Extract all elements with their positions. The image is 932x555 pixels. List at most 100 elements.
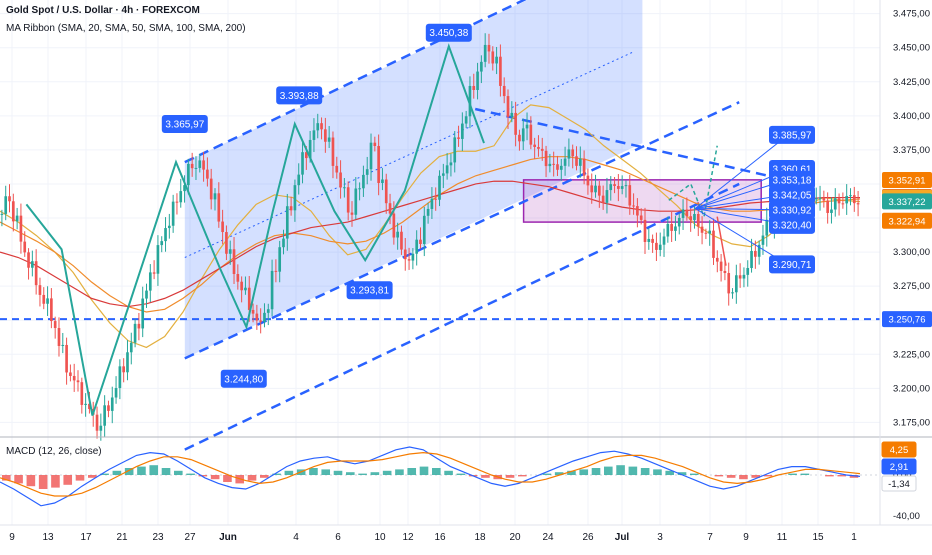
candle-body: [362, 174, 365, 189]
price-callout-box: [276, 86, 323, 105]
candle-body: [620, 186, 624, 189]
price-tick-label: 3.475,00: [893, 9, 930, 20]
price-tick-label: 3.450,00: [893, 43, 930, 54]
candle-body: [632, 205, 635, 207]
bullish-projection: [668, 145, 718, 220]
candle-body: [514, 112, 517, 135]
macd-histogram-bar: [395, 469, 404, 475]
macd-signal-line: [0, 451, 861, 497]
candle-body: [31, 261, 34, 268]
candle-body: [742, 274, 746, 279]
price-callout-label: 3.293,81: [350, 286, 389, 297]
x-tick-label: 6: [335, 532, 341, 543]
candle-body: [681, 209, 685, 218]
macd-histogram-bar: [51, 475, 60, 488]
x-tick-label: 26: [582, 532, 594, 543]
candle-body: [145, 290, 148, 299]
candle-body: [677, 217, 681, 227]
candle-body: [244, 287, 247, 291]
macd-histogram-bar: [260, 475, 269, 478]
ma-ribbon-legend[interactable]: MA Ribbon (SMA, 20, SMA, 50, SMA, 100, S…: [6, 23, 246, 34]
macd-histogram-bar: [272, 473, 281, 475]
macd-badge: [881, 441, 917, 458]
macd-histogram-bar: [542, 473, 552, 475]
price-callout-box: [769, 255, 815, 274]
candle-body: [814, 198, 818, 200]
candle-body: [381, 179, 384, 184]
macd-histogram-bar: [75, 475, 85, 481]
candle-body: [354, 188, 358, 215]
candle-body: [518, 134, 521, 142]
price-tick-label: 3.375,00: [893, 145, 930, 156]
candle-body: [228, 249, 232, 254]
candle-body: [506, 96, 510, 117]
candle-body: [350, 212, 354, 215]
x-tick-label: 11: [777, 532, 788, 543]
macd-histogram-bar: [198, 475, 208, 477]
price-badge-label: 3.352,91: [889, 175, 926, 186]
candle-body: [42, 294, 46, 304]
moving-average-line: [0, 104, 861, 349]
candle-body: [845, 195, 849, 204]
price-tick-label: 3.225,00: [893, 349, 930, 360]
macd-histogram-bar: [137, 466, 146, 475]
macd-histogram-bar: [419, 466, 429, 475]
candle-body: [476, 71, 479, 90]
price-callout-label: 3.244,80: [224, 374, 263, 385]
price-tick-label: 3.200,00: [893, 383, 930, 394]
candle-body: [590, 185, 594, 193]
price-callout-label: 3.290,71: [773, 260, 812, 271]
candle-body: [304, 152, 308, 159]
x-tick-label: 20: [509, 532, 521, 543]
candle-body: [168, 225, 171, 229]
symbol-title[interactable]: Gold Spot / U.S. Dollar · 4h · FOREXCOM: [6, 5, 200, 16]
candle-body: [491, 51, 495, 64]
candle-body: [69, 372, 72, 376]
candle-body: [411, 253, 415, 261]
x-tick-label: 27: [184, 532, 196, 543]
candle-body: [107, 405, 110, 411]
x-tick-label: 12: [402, 532, 414, 543]
macd-histogram-bar: [38, 475, 48, 489]
candle-body: [377, 145, 380, 184]
candle-body: [171, 201, 175, 226]
candle-body: [95, 414, 99, 431]
macd-histogram-bar: [640, 468, 650, 475]
candle-body: [259, 320, 262, 322]
macd-histogram-bar: [726, 475, 736, 478]
candle-body: [544, 150, 548, 167]
macd-histogram-bar: [456, 473, 466, 475]
price-callout-label: 3.320,40: [773, 220, 812, 231]
candle-body: [388, 203, 392, 214]
candle-body: [613, 184, 616, 186]
macd-histogram-bar: [714, 475, 724, 477]
candle-body: [601, 195, 605, 203]
candle-body: [301, 152, 304, 175]
candle-body: [369, 142, 373, 170]
candle-body: [609, 184, 613, 191]
price-callout-box: [161, 114, 208, 133]
price-callout-box: [346, 281, 393, 300]
candle-body: [468, 85, 472, 117]
candle-body: [480, 61, 483, 72]
macd-histogram-bar: [665, 470, 675, 475]
x-tick-label: 21: [116, 532, 128, 543]
candle-body: [567, 149, 571, 159]
candle-body: [495, 56, 498, 64]
candle-body: [88, 403, 91, 410]
price-callout-label: 3.393,88: [280, 91, 319, 102]
macd-histogram-bar: [63, 475, 73, 485]
candle-body: [761, 235, 765, 245]
candle-body: [270, 270, 274, 310]
candle-body: [312, 130, 316, 140]
candle-body: [731, 292, 734, 294]
candle-body: [384, 179, 388, 204]
support-trend-line: [184, 182, 740, 451]
price-callout-box: [769, 215, 815, 234]
price-badge-label: 3.322,94: [889, 216, 926, 227]
macd-histogram-bar: [161, 468, 171, 475]
macd-legend[interactable]: MACD (12, 26, close): [6, 446, 102, 457]
macd-histogram-bar: [100, 473, 109, 475]
